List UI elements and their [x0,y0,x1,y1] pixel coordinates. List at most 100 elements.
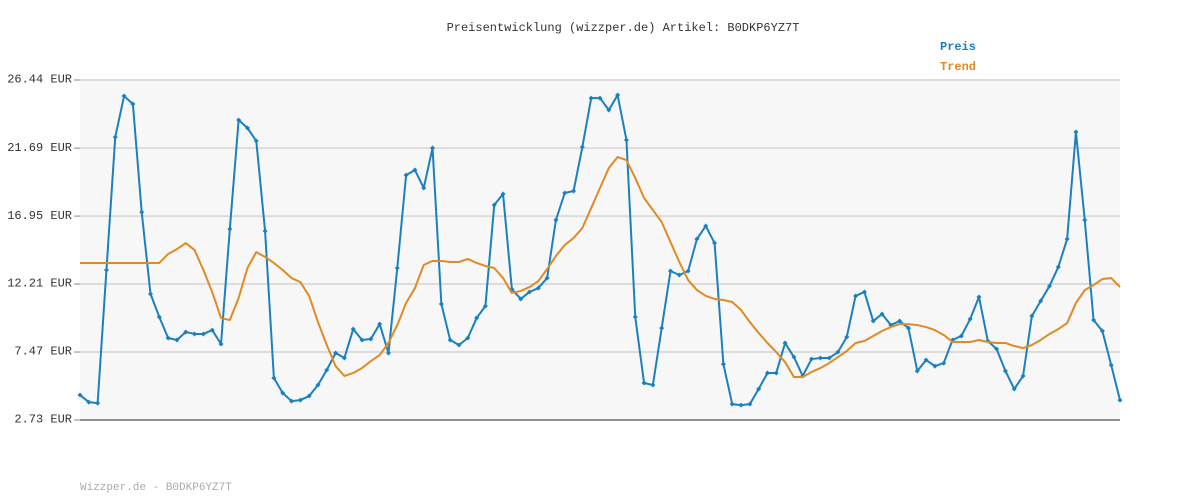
point-marker [209,327,215,333]
point-marker [905,325,911,331]
point-marker [747,401,753,407]
point-marker [139,209,145,215]
point-marker [809,356,815,362]
point-marker [879,311,885,317]
point-marker [597,95,603,101]
point-marker [1073,129,1079,135]
point-marker [430,145,436,151]
point-marker [518,296,524,302]
y-tick-label: 2.73 EUR [14,413,72,427]
y-tick-label: 7.47 EUR [14,345,72,359]
point-marker [491,202,497,208]
point-marker [474,315,480,321]
point-marker [941,360,947,366]
point-marker [359,337,365,343]
point-marker [306,393,312,399]
point-marker [200,331,206,337]
point-marker [262,228,268,234]
point-marker [1082,217,1088,223]
point-marker [289,398,295,404]
point-marker [853,293,859,299]
point-marker [253,138,259,144]
point-marker [932,363,938,369]
point-marker [588,95,594,101]
point-marker [553,217,559,223]
point-marker [1091,317,1097,323]
point-marker [315,382,321,388]
point-marker [350,326,356,332]
point-marker [861,289,867,295]
point-marker [994,346,1000,352]
point-marker [720,361,726,367]
point-marker [1020,373,1026,379]
point-marker [218,341,224,347]
point-marker [712,240,718,246]
point-marker [394,265,400,271]
series-line [80,156,1121,378]
point-marker [764,370,770,376]
plot-area [80,80,1120,420]
point-marker [500,191,506,197]
point-marker [368,336,374,342]
point-marker [676,272,682,278]
point-marker [1011,386,1017,392]
point-marker [668,268,674,274]
point-marker [623,137,629,143]
footer: Wizzper.de - B0DKP6YZ7T [80,482,232,494]
point-marker [535,285,541,291]
point-marker [1108,362,1114,368]
point-marker [156,314,162,320]
point-marker [271,375,277,381]
point-marker [1055,264,1061,270]
point-marker [606,107,612,113]
point-marker [694,236,700,242]
point-marker [324,367,330,373]
point-marker [244,125,250,131]
y-tick-label: 16.95 EUR [7,209,72,223]
point-marker [782,340,788,346]
point-marker [835,349,841,355]
chart-title: Preisentwicklung (wizzper.de) Artikel: B… [447,21,800,35]
point-marker [103,267,109,273]
point-marker [341,355,347,361]
point-marker [571,188,577,194]
point-marker [756,386,762,392]
point-marker [659,325,665,331]
point-marker [412,167,418,173]
point-marker [526,289,532,295]
point-marker [544,275,550,281]
point-marker [773,370,779,376]
point-marker [958,333,964,339]
point-marker [227,226,233,232]
point-marker [385,350,391,356]
point-marker [897,318,903,324]
point-marker [297,397,303,403]
point-marker [1029,313,1035,319]
legend-label: Trend [940,60,976,74]
point-marker [562,190,568,196]
point-marker [1064,236,1070,242]
point-marker [826,355,832,361]
point-marker [641,380,647,386]
point-marker [738,402,744,408]
point-marker [77,392,83,398]
point-marker [112,134,118,140]
point-marker [870,318,876,324]
point-marker [95,400,101,406]
point-marker [174,337,180,343]
point-marker [615,92,621,98]
point-marker [148,291,154,297]
point-marker [579,144,585,150]
point-marker [632,314,638,320]
point-marker [236,117,242,123]
point-marker [165,335,171,341]
point-marker [280,390,286,396]
point-marker [1038,298,1044,304]
point-marker [447,337,453,343]
point-marker [1099,328,1105,334]
legend-label: Preis [940,40,976,54]
y-tick-label: 21.69 EUR [7,141,72,155]
point-marker [377,321,383,327]
